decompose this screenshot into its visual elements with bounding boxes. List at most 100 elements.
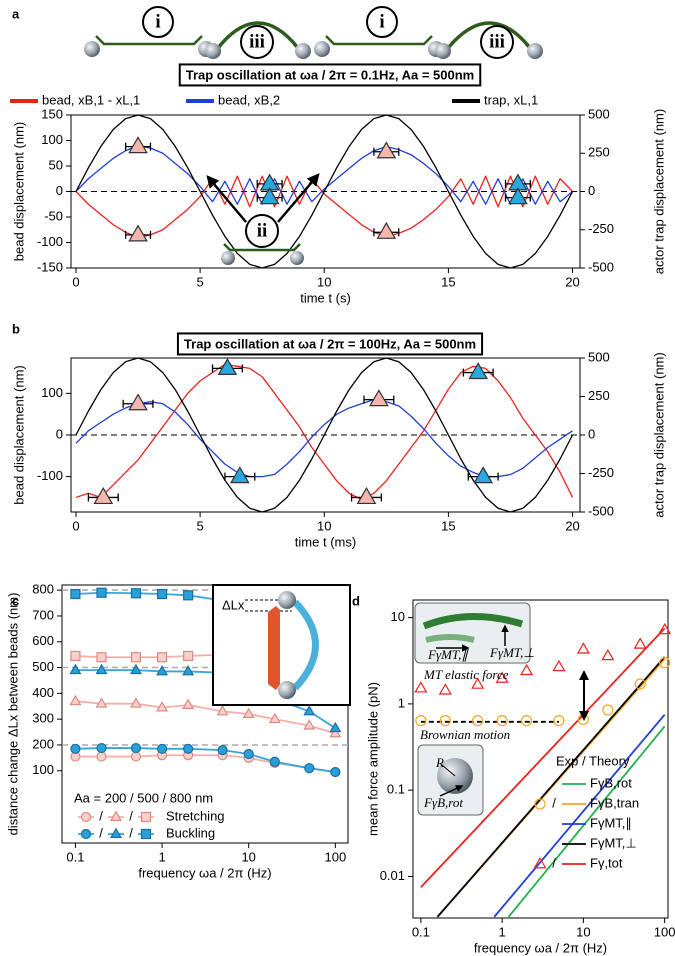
marker-circle — [156, 743, 168, 754]
marker-square — [130, 588, 142, 599]
marker-square — [96, 652, 107, 663]
panel-label: a — [12, 6, 20, 21]
x-tick-label: 0.1 — [66, 849, 84, 864]
y-tick-label: 200 — [32, 736, 54, 751]
arrow — [439, 785, 464, 797]
x-axis-label: time t (ms) — [295, 534, 356, 549]
marker-square — [183, 650, 194, 662]
marker-circle — [96, 742, 107, 754]
legend-label: FγMT,∥ — [590, 815, 632, 830]
state-icon: ii — [206, 173, 320, 265]
series-line — [420, 627, 666, 888]
marker-circle — [304, 763, 315, 774]
marker-triangle — [495, 671, 509, 683]
marker-triangle — [520, 663, 534, 676]
marker-square — [130, 652, 142, 663]
legend-title: Aa = 200 / 500 / 800 nm — [74, 790, 213, 805]
y-tick-label: 1 — [398, 695, 405, 710]
state-icon: iii — [205, 21, 311, 59]
marker-triangle — [128, 224, 148, 242]
y-tick-label: -100 — [37, 234, 63, 249]
marker-circle — [70, 743, 81, 754]
legend-separator: / — [129, 825, 133, 840]
legend-label: bead, xB,1 - xL,1 — [42, 92, 140, 107]
mt-shape — [422, 612, 524, 630]
marker-triangle — [217, 358, 238, 376]
marker-square — [156, 588, 168, 600]
x-tick-label: 15 — [441, 274, 455, 289]
marker-triangle — [576, 642, 590, 654]
chart-title: Trap oscillation at ωa / 2π = 0.1Hz, Aa … — [186, 67, 475, 82]
legend-label: trap, xL,1 — [484, 92, 538, 107]
marker-triangle — [128, 136, 148, 154]
marker-circle — [553, 715, 565, 727]
bead — [295, 43, 311, 59]
series-line — [507, 725, 666, 918]
x-tick-label: 100 — [654, 924, 675, 939]
legend-label: FγMT,⊥ — [590, 835, 637, 850]
radius-line — [441, 764, 456, 777]
inset-diagram: R FγB,rot — [417, 744, 484, 816]
state-icon: i — [314, 6, 444, 57]
marker-triangle — [438, 683, 452, 695]
marker-circle — [534, 798, 546, 810]
inset-diagram: FγMT,∥ FγMT,⊥ MT elastic force Brownian … — [414, 602, 589, 742]
x-tick-label: 10 — [317, 518, 331, 533]
x-tick-label: 10 — [241, 849, 255, 864]
marker-triangle — [471, 677, 485, 689]
legend-title: Exp / Theory — [556, 753, 630, 768]
marker-triangle — [69, 663, 82, 675]
x-tick-label: 0 — [72, 518, 79, 533]
x-tick-label: 0 — [72, 274, 79, 289]
marker-triangle — [658, 622, 672, 635]
marker-circle — [472, 715, 484, 727]
y2-tick-label: 250 — [588, 388, 610, 403]
bead — [205, 43, 221, 59]
title-box — [176, 332, 484, 356]
marker-triangle — [129, 697, 142, 708]
y2-axis-label: actor trap displacement (nm) — [651, 109, 666, 274]
marker-square — [70, 588, 81, 600]
x-tick-label: 15 — [441, 518, 455, 533]
marker-circle — [496, 715, 508, 727]
marker-triangle — [376, 141, 397, 159]
bead — [221, 251, 235, 265]
marker-triangle — [110, 827, 122, 838]
marker-square — [70, 650, 81, 662]
radius-label: R — [435, 755, 444, 770]
mt-stretched — [268, 606, 280, 690]
marker-circle — [634, 678, 646, 690]
x-axis-label: time t (s) — [300, 290, 351, 305]
mt-shape — [216, 21, 300, 50]
plot-frame — [61, 584, 349, 844]
legend-label: bead, xB,2 — [218, 92, 280, 107]
marker-triangle — [129, 663, 142, 675]
marker-triangle — [601, 648, 615, 661]
mt-shape — [425, 634, 475, 643]
marker-circle — [183, 743, 194, 754]
marker-circle — [130, 751, 142, 762]
y-axis-label: distance change ΔLx between beads (nm) — [5, 593, 20, 836]
marker-triangle — [303, 719, 316, 730]
mt-shape — [325, 35, 433, 46]
x-tick-label: 10 — [576, 924, 590, 939]
y-tick-label: 50 — [49, 157, 63, 172]
series-line — [75, 357, 574, 513]
y2-tick-label: -250 — [588, 465, 614, 480]
marker-triangle — [356, 487, 377, 505]
y-axis-label: mean force amplitude (pN) — [365, 682, 380, 836]
y2-tick-label: -250 — [588, 221, 614, 236]
marker-circle — [602, 704, 614, 716]
marker-square — [156, 652, 168, 663]
y-tick-label: 0.01 — [380, 868, 405, 883]
marker-square — [96, 587, 107, 598]
marker-circle — [130, 742, 142, 754]
marker-triangle — [303, 705, 316, 716]
legend-separator: / — [99, 808, 103, 823]
bead — [84, 41, 100, 57]
arrow — [277, 173, 320, 223]
series-line — [75, 747, 336, 773]
y2-tick-label: -500 — [588, 503, 614, 518]
x-tick-label: 100 — [324, 849, 346, 864]
legend-label: FγB,tran — [590, 795, 639, 810]
